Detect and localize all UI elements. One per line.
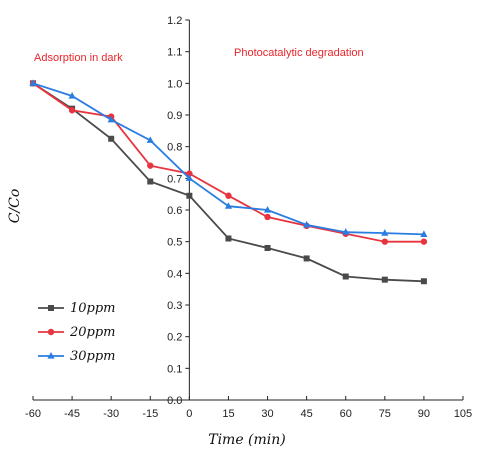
legend-item-20ppm: 20ppm	[38, 325, 116, 340]
annotation-photocatalytic: Photocatalytic degradation	[234, 47, 364, 59]
data-point-30ppm	[107, 115, 115, 123]
legend-item-30ppm: 30ppm	[38, 349, 116, 364]
text-layer: Adsorption in dark Photocatalytic degrad…	[7, 47, 364, 448]
data-point-30ppm	[263, 206, 272, 213]
data-point-10ppm	[303, 255, 310, 262]
y-tick-label: 0.0	[167, 395, 182, 407]
series-20ppm	[29, 80, 428, 245]
legend-marker	[48, 305, 54, 311]
x-tick-label: -30	[103, 408, 119, 420]
legend-label: 20ppm	[69, 325, 116, 340]
data-point-30ppm	[342, 228, 350, 235]
legend-item-10ppm: 10ppm	[38, 301, 116, 316]
data-point-30ppm	[68, 92, 76, 99]
legend-marker	[47, 328, 55, 336]
data-point-30ppm	[381, 229, 389, 236]
y-tick-label: 0.6	[167, 205, 182, 217]
data-point-10ppm	[264, 245, 271, 251]
y-tick-label: 0.5	[167, 237, 182, 249]
data-point-30ppm	[303, 220, 311, 228]
data-point-30ppm	[224, 202, 233, 209]
x-tick-label: 0	[186, 408, 192, 420]
data-point-20ppm	[186, 170, 193, 177]
x-tick-label: 105	[454, 408, 472, 420]
data-point-10ppm	[225, 235, 232, 242]
data-point-10ppm	[342, 273, 349, 280]
y-tick-label: 1.1	[167, 47, 182, 59]
y-tick-label: 0.8	[167, 142, 182, 154]
y-tick-label: 0.1	[167, 363, 182, 375]
x-tick-label: 30	[261, 408, 273, 420]
y-tick-label: 1.0	[167, 78, 182, 90]
data-point-20ppm	[68, 107, 76, 114]
x-tick-label: 15	[222, 408, 234, 420]
series-line-30ppm	[32, 82, 424, 236]
y-tick-label: 0.9	[167, 110, 182, 122]
legend: 10ppm 20ppm 30ppm	[38, 301, 116, 364]
x-tick-label: 60	[340, 408, 352, 420]
data-point-10ppm	[147, 178, 154, 185]
data-point-20ppm	[147, 162, 154, 169]
legend-marker	[47, 352, 55, 359]
annotation-adsorption: Adsorption in dark	[34, 52, 123, 64]
legend-label: 30ppm	[70, 349, 116, 364]
y-axis-title: C/Co	[7, 189, 23, 224]
data-point-10ppm	[420, 278, 427, 285]
data-point-30ppm	[29, 79, 37, 86]
axes: -60 -45 -30 -15 0 15 30 45 60 75 90 105 0.0 0.1 0.2 0.3…	[25, 15, 472, 420]
x-tick-label: -45	[64, 408, 80, 420]
data-point-30ppm	[420, 230, 428, 237]
data-point-20ppm	[381, 238, 389, 245]
x-tick-label: -15	[142, 408, 158, 420]
data-point-10ppm	[108, 135, 115, 142]
series-30ppm	[29, 79, 428, 237]
data-point-20ppm	[420, 238, 428, 245]
y-tick-label: 0.2	[167, 332, 182, 344]
y-tick-label: 0.3	[167, 300, 182, 312]
data-point-20ppm	[225, 192, 232, 199]
y-tick-label: 0.7	[167, 173, 182, 185]
y-tick-label: 1.2	[167, 15, 182, 27]
x-tick-label: 75	[379, 408, 391, 420]
data-point-10ppm	[186, 192, 193, 199]
data-point-20ppm	[264, 213, 271, 221]
series-10ppm	[30, 80, 427, 285]
data-point-30ppm	[146, 136, 154, 143]
y-tick-label: 0.4	[167, 268, 182, 280]
x-axis-title: Time (min)	[208, 432, 286, 448]
legend-label: 10ppm	[70, 301, 116, 316]
data-point-10ppm	[381, 276, 388, 283]
series-layer	[29, 79, 428, 285]
data-point-30ppm	[185, 174, 193, 181]
x-tick-label: -60	[25, 408, 41, 420]
x-tick-label: 45	[301, 408, 313, 420]
x-tick-label: 90	[418, 408, 430, 420]
